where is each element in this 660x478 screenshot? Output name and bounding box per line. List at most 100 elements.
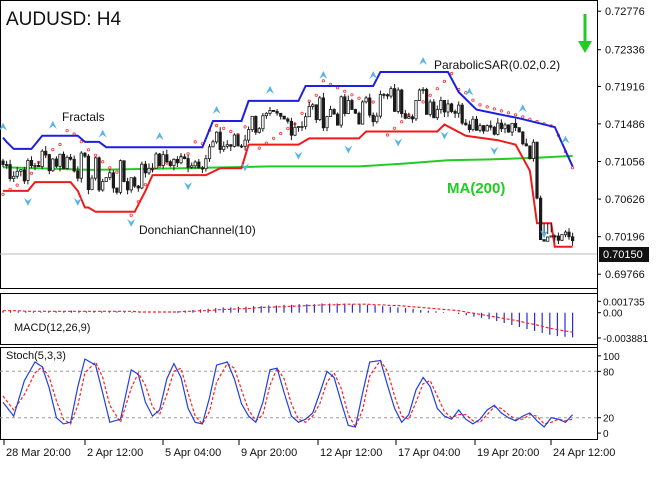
fractal-down-marker bbox=[184, 182, 193, 191]
fractal-down-marker bbox=[73, 197, 82, 206]
candle-body bbox=[311, 104, 315, 107]
candle-body bbox=[528, 145, 532, 159]
candle-body bbox=[101, 181, 105, 191]
candle-body bbox=[396, 89, 400, 112]
candle-body bbox=[275, 111, 279, 114]
candle-body bbox=[204, 158, 208, 170]
candle-body bbox=[439, 100, 443, 111]
sar-dot bbox=[385, 133, 390, 137]
sar-dot bbox=[471, 98, 475, 102]
candle-body bbox=[136, 185, 140, 189]
candle-body bbox=[446, 103, 450, 113]
candle-body bbox=[129, 177, 133, 191]
candle-body bbox=[499, 122, 504, 130]
candle-body bbox=[328, 109, 333, 117]
candle-body bbox=[503, 124, 507, 130]
time-tick-label: 24 Apr 12:00 bbox=[553, 447, 615, 459]
candle-body bbox=[150, 167, 155, 170]
candle-body bbox=[403, 113, 407, 119]
candle-body bbox=[264, 112, 269, 117]
sar-dot bbox=[15, 183, 19, 187]
macd-tick-label: 0.001735 bbox=[603, 297, 645, 308]
candle-body bbox=[563, 231, 568, 236]
sar-dot bbox=[513, 113, 518, 117]
sar-dot bbox=[115, 170, 119, 174]
fractal-up-marker bbox=[155, 132, 164, 141]
candle-body bbox=[417, 89, 422, 101]
parabolic-sar-label: ParabolicSAR(0.02,0.2) bbox=[434, 58, 560, 72]
candle-body bbox=[531, 141, 536, 159]
candle-body bbox=[5, 164, 9, 166]
candle-body bbox=[360, 101, 365, 125]
candle-body bbox=[175, 158, 179, 164]
time-tick-label: 9 Apr 20:00 bbox=[241, 447, 297, 459]
candle-body bbox=[8, 164, 12, 180]
candle-body bbox=[410, 116, 415, 120]
fractal-up-marker bbox=[419, 57, 428, 66]
candle-body bbox=[257, 128, 261, 133]
macd-signal-path bbox=[3, 303, 573, 333]
sar-dot bbox=[300, 111, 304, 115]
time-tick-label: 19 Apr 20:00 bbox=[477, 447, 539, 459]
candle-body bbox=[481, 125, 486, 132]
candle-body bbox=[161, 154, 165, 166]
time-tick-label: 5 Apr 04:00 bbox=[165, 447, 221, 459]
candle-body bbox=[218, 131, 222, 150]
sar-dot bbox=[321, 79, 325, 83]
fractal-up-marker bbox=[319, 71, 328, 80]
candle-body bbox=[179, 156, 183, 164]
candle-body bbox=[250, 115, 254, 131]
sar-dot bbox=[350, 93, 354, 97]
stoch-lines bbox=[2, 358, 574, 429]
candle-body bbox=[94, 157, 98, 179]
candle-body bbox=[556, 235, 561, 241]
sar-dot bbox=[143, 183, 147, 187]
candle-body bbox=[97, 157, 101, 191]
candle-body bbox=[314, 104, 318, 121]
candle-body bbox=[289, 120, 294, 136]
stoch-tick-label: 100 bbox=[603, 352, 620, 363]
candle-body bbox=[542, 239, 546, 242]
candle-body bbox=[353, 109, 358, 114]
candle-body bbox=[271, 110, 276, 112]
down-signal-arrow-icon bbox=[578, 14, 592, 53]
candle-body bbox=[471, 118, 475, 130]
candle-body bbox=[350, 100, 354, 110]
sar-dot bbox=[65, 129, 69, 133]
candle-body bbox=[118, 160, 123, 193]
candle-body bbox=[22, 169, 27, 181]
sar-dot bbox=[215, 123, 219, 128]
candle-body bbox=[364, 97, 368, 103]
candle-body bbox=[496, 122, 500, 135]
candle-body bbox=[261, 115, 265, 130]
candle-body bbox=[143, 163, 147, 174]
sar-dot bbox=[421, 100, 425, 104]
candle-body bbox=[506, 124, 511, 133]
sar-dot bbox=[79, 140, 83, 144]
candle-body bbox=[432, 101, 436, 119]
candle-body bbox=[246, 129, 251, 141]
fractal-down-marker bbox=[540, 230, 549, 239]
fractal-up-marker bbox=[212, 105, 221, 114]
sar-dot bbox=[521, 115, 525, 119]
candle-body bbox=[86, 155, 90, 190]
fractal-down-marker bbox=[241, 163, 250, 172]
candle-body bbox=[300, 126, 304, 128]
stoch-d-line bbox=[2, 359, 573, 429]
donchian-channel-label: DonchianChannel(10) bbox=[139, 223, 256, 237]
fractal-up-marker bbox=[465, 87, 474, 96]
candle-body bbox=[200, 167, 204, 170]
current-price-value: 0.70150 bbox=[603, 249, 643, 261]
fractals-layer bbox=[0, 57, 570, 239]
candle-body bbox=[368, 97, 372, 116]
sar-dot bbox=[570, 166, 575, 170]
candle-body bbox=[54, 158, 59, 167]
sar-dot bbox=[94, 153, 98, 157]
sar-dot bbox=[357, 96, 361, 100]
price-tick-label: 0.72776 bbox=[605, 6, 645, 18]
candle-body bbox=[254, 115, 258, 133]
sar-dot bbox=[257, 146, 261, 150]
candle-body bbox=[335, 113, 340, 126]
sar-dot bbox=[29, 171, 34, 175]
